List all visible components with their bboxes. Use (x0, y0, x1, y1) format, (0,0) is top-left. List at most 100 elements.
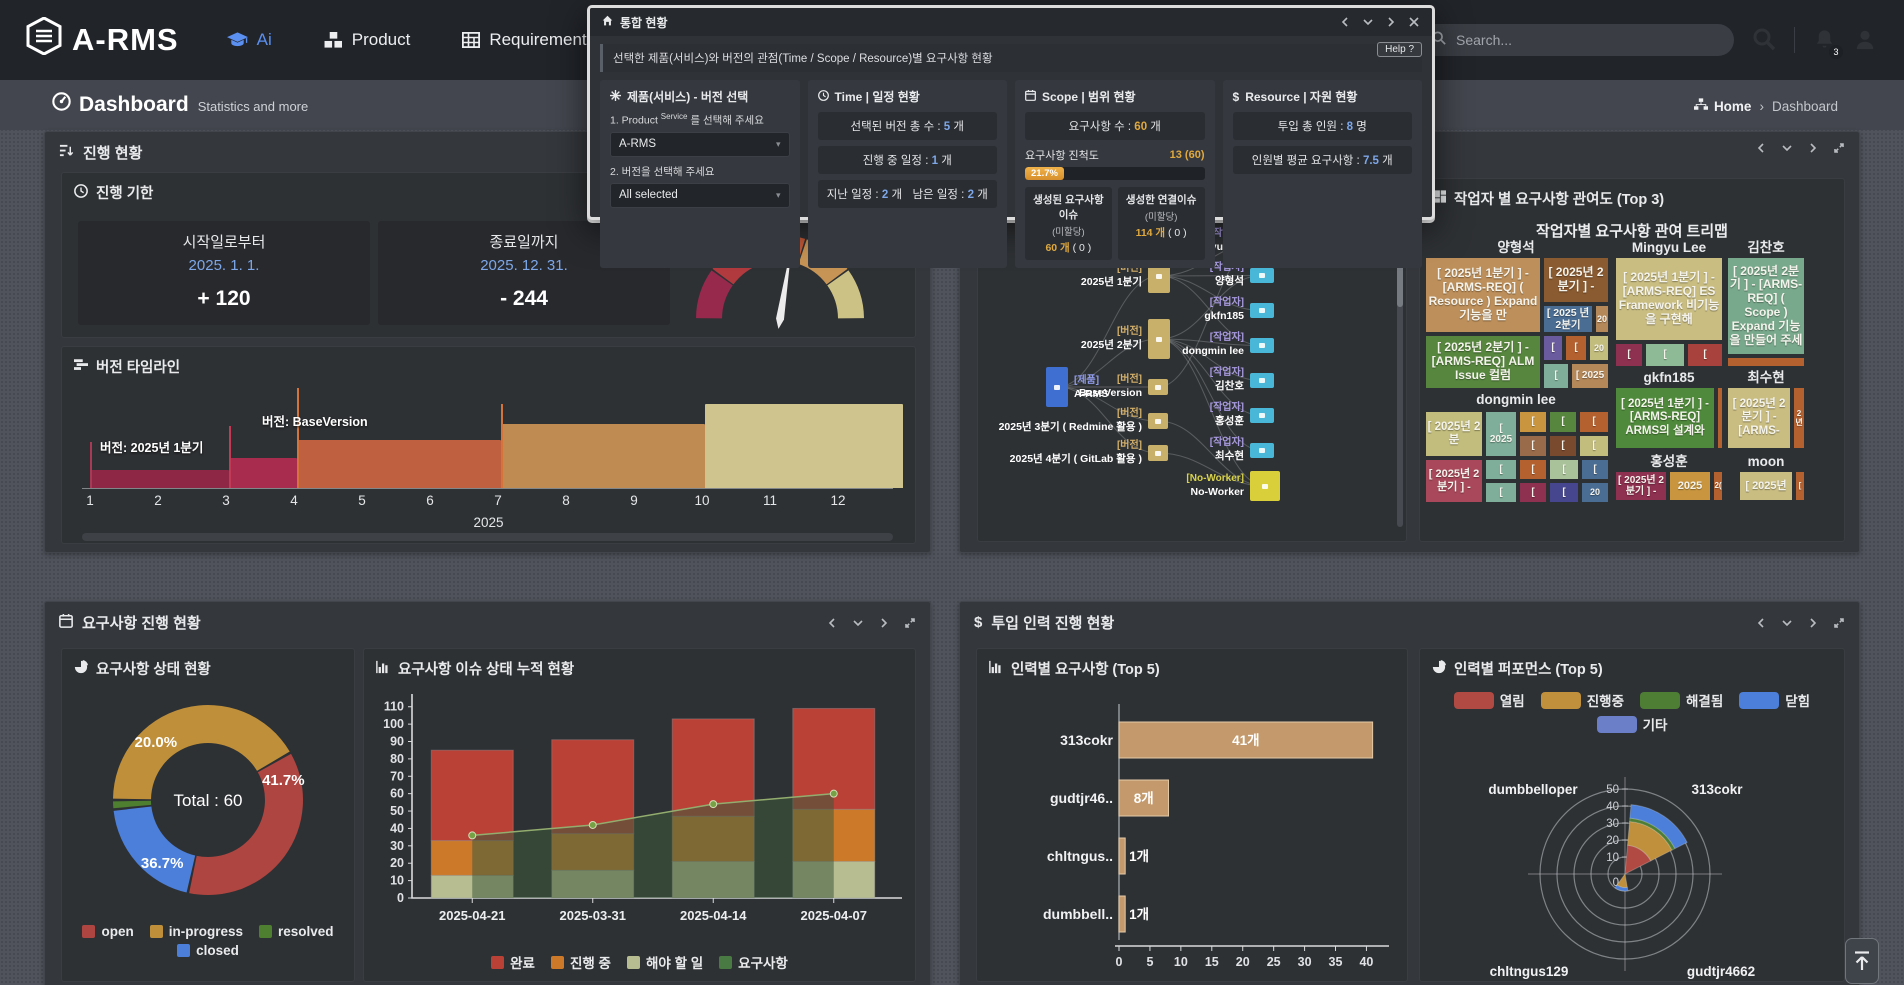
treemap-cell[interactable]: [ 2025년 2분기 ] - [ARMS-REQ] ALM Issue 컬럼 (1425, 335, 1541, 389)
treemap-cell[interactable]: [ (1485, 482, 1517, 503)
treemap-cell[interactable]: [ (1645, 343, 1685, 367)
close-icon[interactable] (1408, 16, 1420, 28)
treemap-cell[interactable]: 2( (1713, 471, 1723, 501)
collapse-right-icon[interactable] (1807, 617, 1819, 629)
graph-noworker-node[interactable] (1250, 471, 1280, 501)
treemap-cell[interactable]: 20 (1595, 305, 1609, 333)
graph-product-node[interactable] (1046, 367, 1068, 407)
graph-worker-node[interactable] (1250, 268, 1274, 283)
legend-item[interactable]: 요구사항 (719, 952, 788, 972)
treemap-cell[interactable]: [ 2025 년 2분기 (1543, 305, 1593, 333)
treemap-cell[interactable]: 20 (1589, 335, 1609, 361)
collapse-left-icon[interactable] (826, 617, 838, 629)
treemap-cell[interactable] (1727, 357, 1805, 367)
legend-item[interactable]: closed (177, 943, 239, 958)
treemap-cell[interactable]: [ 2025년 2분기 ] - (1615, 471, 1667, 501)
expand-icon[interactable] (904, 617, 916, 629)
graph-version-node[interactable] (1148, 445, 1168, 461)
graph-worker-node[interactable] (1250, 443, 1274, 458)
nav-item-product[interactable]: Product (324, 30, 410, 50)
collapse-right-icon[interactable] (1807, 142, 1819, 154)
treemap-cell[interactable]: [ 2025년 2분기 ] - (1425, 459, 1483, 503)
collapse-down-icon[interactable] (1781, 142, 1793, 154)
treemap-cell[interactable]: [ 2025년 2분 (1425, 411, 1483, 457)
treemap-cell[interactable]: [ (1485, 459, 1517, 480)
nav-item-requirement[interactable]: Requirement (462, 30, 587, 50)
treemap-cell[interactable]: [ (1543, 335, 1563, 361)
legend-item[interactable]: 해결됨 (1640, 690, 1723, 710)
legend-item[interactable]: open (82, 924, 134, 939)
treemap-cell[interactable]: [ 2025년 2분 기 ] - [ARMS-REQ] ( Scope ) Ex… (1727, 257, 1805, 355)
graph-worker-node[interactable] (1250, 373, 1274, 388)
legend-item[interactable]: 닫힘 (1739, 690, 1810, 710)
treemap-cell[interactable]: 2025 (1669, 471, 1711, 501)
treemap-cell[interactable]: [ 2025년 (1739, 471, 1793, 501)
treemap-cell[interactable]: [ (1549, 435, 1577, 457)
treemap-cell[interactable]: [ 2025 (1485, 411, 1517, 457)
treemap-cell[interactable]: [ (1543, 363, 1569, 389)
legend-item[interactable]: 해야 할 일 (626, 952, 703, 972)
expand-icon[interactable] (1833, 142, 1845, 154)
collapse-down-icon[interactable] (852, 617, 864, 629)
treemap-cell[interactable]: [ (1549, 482, 1579, 503)
treemap-cell[interactable]: [ (1549, 459, 1579, 480)
treemap-cell[interactable]: [ (1519, 411, 1547, 433)
treemap-cell[interactable]: [ 2025년 2 분기 ] - (1543, 257, 1609, 303)
product-select[interactable]: A-RMS ▾ (610, 131, 790, 157)
version-select[interactable]: All selected ▾ (610, 182, 790, 208)
help-button[interactable]: Help ? (1377, 42, 1422, 57)
legend-item[interactable]: 진행 중 (550, 952, 611, 972)
collapse-right-icon[interactable] (878, 617, 890, 629)
legend-item[interactable]: 진행중 (1540, 690, 1624, 710)
treemap-cell[interactable]: 2 년 (1793, 387, 1805, 449)
treemap-cell[interactable]: [ 2025 (1571, 363, 1609, 389)
treemap-cell[interactable]: 20 (1581, 482, 1609, 503)
svg-text:1개: 1개 (1129, 849, 1149, 864)
search-input[interactable] (1454, 31, 1720, 49)
treemap-cell[interactable]: [ (1519, 435, 1547, 457)
treemap-cell[interactable]: [ (1579, 411, 1609, 433)
graph-version-node[interactable] (1148, 379, 1168, 395)
timeline-scrollbar[interactable] (82, 533, 893, 541)
treemap-cell[interactable]: [ 2025년 1분기 ] - [ARMS-REQ] ES Framework … (1615, 257, 1723, 341)
notification-bell-icon[interactable]: 3 (1813, 27, 1843, 59)
cubes-icon (324, 31, 343, 49)
treemap-cell[interactable]: [ 2025년 1분기 ] - [ARMS-REQ] ARMS의 설계와 (1615, 387, 1715, 449)
graph-worker-node[interactable] (1250, 338, 1274, 353)
collapse-left-icon[interactable] (1755, 617, 1767, 629)
legend-item[interactable]: 기타 (1596, 714, 1667, 734)
graph-worker-node[interactable] (1250, 303, 1274, 318)
graph-version-node[interactable] (1148, 413, 1168, 429)
nav-item-ai[interactable]: Ai (226, 30, 272, 50)
search-submit-button[interactable] (1752, 27, 1776, 54)
legend-item[interactable]: 완료 (491, 952, 535, 972)
treemap-cell[interactable]: [ (1519, 459, 1547, 480)
graph-version-node[interactable] (1148, 319, 1170, 359)
treemap-cell[interactable]: [ (1615, 343, 1643, 367)
treemap-cell[interactable]: [ (1795, 471, 1805, 501)
treemap-cell[interactable]: [ (1581, 459, 1609, 480)
legend-item[interactable]: in-progress (149, 924, 243, 939)
treemap-cell[interactable]: [ (1519, 482, 1547, 503)
treemap-cell[interactable]: [ (1549, 411, 1577, 433)
collapse-right-icon[interactable] (1385, 16, 1397, 28)
treemap-cell[interactable]: [ 2025년 2 분기 ] - [ARMS- (1727, 387, 1791, 449)
timeline-card-title: 버전 타임라인 (96, 360, 181, 376)
scroll-top-button[interactable] (1845, 938, 1879, 984)
breadcrumb-home[interactable]: Home (1693, 98, 1751, 114)
treemap-cell[interactable]: [ 2025년 1분기 ] - [ARMS-REQ] ( Resource ) … (1425, 257, 1541, 333)
brand[interactable]: A-RMS (26, 16, 179, 63)
user-icon[interactable] (1854, 27, 1876, 54)
treemap-cell[interactable] (1717, 387, 1723, 449)
collapse-left-icon[interactable] (1339, 16, 1351, 28)
treemap-cell[interactable]: [ (1579, 435, 1609, 457)
treemap-cell[interactable]: [ (1687, 343, 1723, 367)
expand-icon[interactable] (1833, 617, 1845, 629)
legend-item[interactable]: 열림 (1453, 690, 1525, 710)
collapse-down-icon[interactable] (1781, 617, 1793, 629)
graph-worker-node[interactable] (1250, 408, 1274, 423)
treemap-cell[interactable]: [ (1565, 335, 1587, 361)
collapse-down-icon[interactable] (1362, 16, 1374, 28)
legend-item[interactable]: resolved (258, 924, 334, 939)
collapse-left-icon[interactable] (1755, 142, 1767, 154)
